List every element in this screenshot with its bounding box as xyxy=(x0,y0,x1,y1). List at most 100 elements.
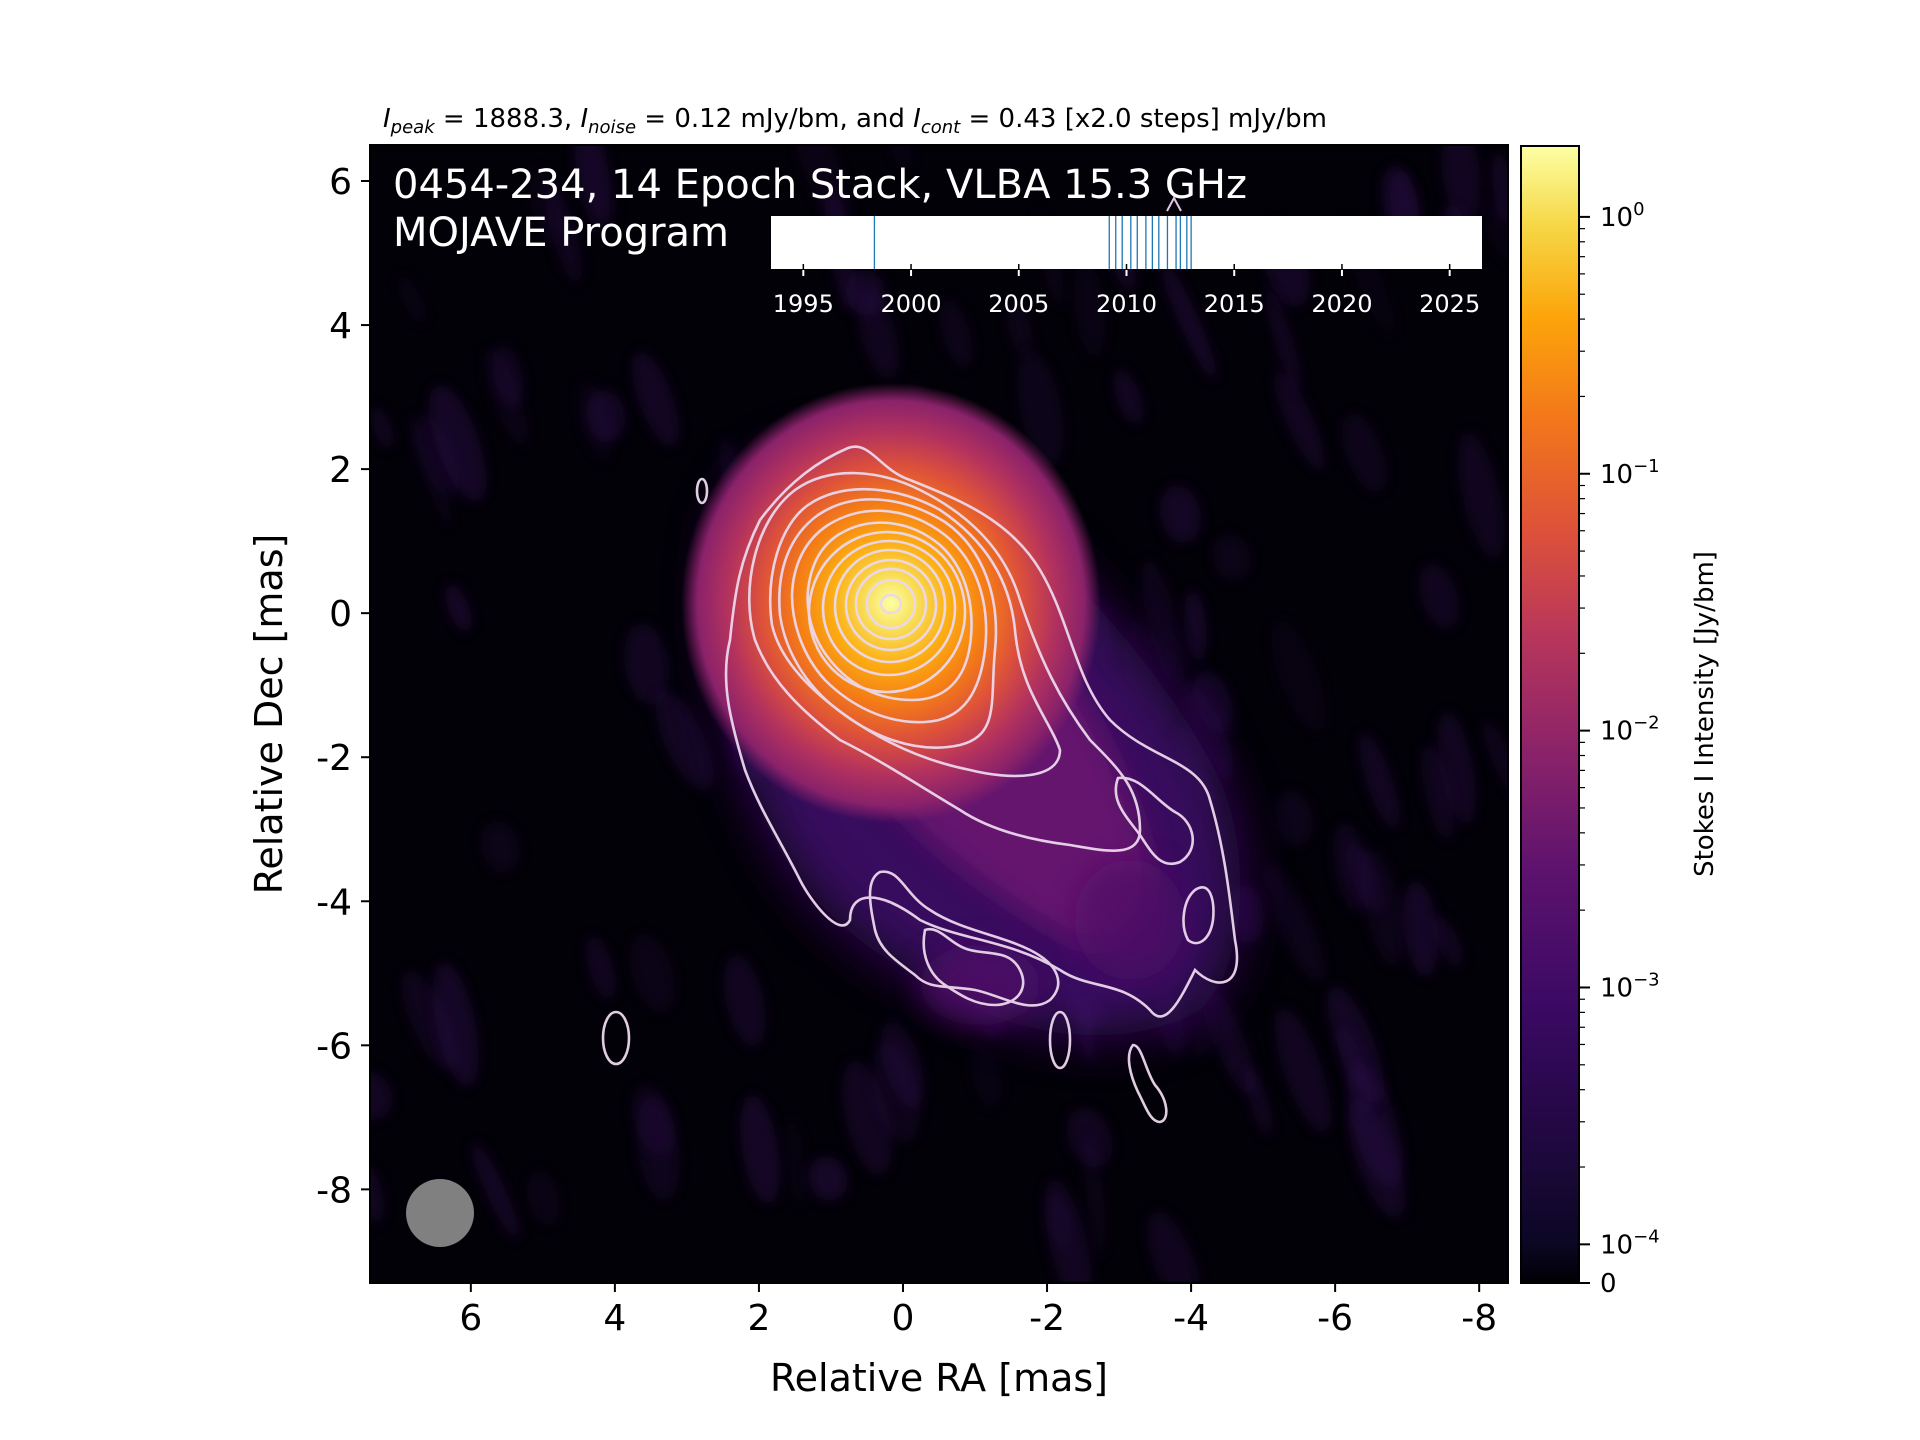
epoch-timeline: 1995 2000 2005 2010 2015 2020 2025 xyxy=(771,195,1482,318)
noise-blob xyxy=(529,167,563,244)
contour-island-knot-2 xyxy=(1182,886,1215,945)
image-frame xyxy=(369,144,1509,1284)
noise-blob xyxy=(624,623,670,705)
noise-blob xyxy=(888,145,912,172)
noise-blob xyxy=(794,145,850,229)
noise-blob xyxy=(1074,260,1105,358)
colorbar-tick-label: 10−2 xyxy=(1600,713,1660,747)
core-glow xyxy=(681,383,1101,823)
noise-blob xyxy=(484,348,528,446)
y-tick-label: -2 xyxy=(316,738,352,779)
noise-blob xyxy=(1265,287,1302,393)
colorbar-tick-label: 10−1 xyxy=(1600,456,1660,490)
contour-level-12 xyxy=(865,578,917,630)
noise-blob xyxy=(1419,564,1460,629)
contour-level-6 xyxy=(806,521,973,702)
noise-blob xyxy=(971,1045,1002,1108)
noise-blob xyxy=(1274,1008,1331,1133)
program-title: MOJAVE Program xyxy=(393,210,729,256)
noise-blob xyxy=(398,275,427,325)
colorbar-label: Stokes I Intensity [Jy/bm] xyxy=(1690,551,1720,877)
contours xyxy=(601,445,1239,1124)
noise-blob xyxy=(724,955,766,1047)
timeline-tick-label: 2000 xyxy=(881,290,942,318)
x-axis-label: Relative RA [mas] xyxy=(770,1356,1108,1400)
contour-level-11 xyxy=(854,567,928,641)
noise-blob xyxy=(655,691,714,791)
noise-blob xyxy=(1184,590,1207,662)
noise-blob xyxy=(1441,145,1481,223)
noise-blob xyxy=(1481,197,1508,264)
contour-level-9 xyxy=(833,548,947,664)
noise-blob xyxy=(1067,1107,1113,1168)
x-tick-label: -2 xyxy=(1029,1298,1065,1339)
noise-blob xyxy=(1275,790,1313,846)
noise-blob xyxy=(578,379,613,461)
noise-blob xyxy=(429,385,487,502)
noise-blob xyxy=(1179,681,1233,780)
contour-island-knot-3 xyxy=(868,870,1060,1007)
noise-blob xyxy=(407,414,453,528)
colorbar-tick-label: 10−4 xyxy=(1600,1226,1660,1260)
x-tick-label: 2 xyxy=(747,1298,770,1339)
x-tick-label: -6 xyxy=(1317,1298,1353,1339)
colorbar-tick-label: 0 xyxy=(1600,1269,1617,1299)
colorbar-tick-label: 100 xyxy=(1600,199,1645,233)
noise-blob xyxy=(1361,847,1404,966)
noise-blob xyxy=(445,583,472,633)
y-tick-label: 2 xyxy=(329,450,352,491)
noise-blob xyxy=(1433,916,1463,967)
colorbar-frame xyxy=(1520,145,1580,1284)
latest-epoch-caret xyxy=(1166,195,1182,212)
noise-blob xyxy=(629,934,676,1012)
noise-blob xyxy=(637,1096,680,1201)
x-tick-label: 6 xyxy=(459,1298,482,1339)
x-tick-label: 4 xyxy=(603,1298,626,1339)
noise-blob xyxy=(1141,559,1185,689)
timeline-tick-label: 2020 xyxy=(1311,290,1372,318)
noise-blob xyxy=(1271,620,1326,733)
noise-blob xyxy=(370,406,394,449)
contour-island-knot-6 xyxy=(1127,1043,1168,1124)
noise-blob xyxy=(632,351,679,447)
source-title: 0454-234, 14 Epoch Stack, VLBA 15.3 GHz xyxy=(393,162,1247,208)
x-ticks: 6 4 2 0 -2 -4 -6 -8 xyxy=(459,1283,1497,1339)
y-ticks: 6 4 2 0 -2 -4 -6 -8 xyxy=(316,162,370,1211)
timeline-tick-label: 2025 xyxy=(1419,290,1480,318)
noise-blob xyxy=(414,413,459,499)
contour-level-2 xyxy=(748,471,1142,852)
noise-blob xyxy=(370,1072,393,1120)
timeline-tick-label: 2010 xyxy=(1096,290,1157,318)
colorbar-tick-label: 10−3 xyxy=(1600,969,1660,1003)
noise-blob xyxy=(1245,1066,1273,1136)
noise-blob xyxy=(1402,880,1439,977)
contour-level-10 xyxy=(844,558,938,652)
noise-blob xyxy=(1359,733,1400,829)
contour-level-7 xyxy=(807,530,967,694)
epoch-marks xyxy=(873,216,1192,269)
noise-blob xyxy=(1483,721,1508,801)
intensity-summary: Ipeak = 1888.3, Inoise = 0.12 mJy/bm, an… xyxy=(383,104,1327,138)
noise-blob xyxy=(846,270,886,316)
y-tick-label: 0 xyxy=(329,594,352,635)
noise-blob xyxy=(1421,743,1454,840)
timeline-tick-label: 2015 xyxy=(1204,290,1265,318)
contour-island-knot-5 xyxy=(1048,1010,1072,1070)
noise-blob xyxy=(1200,981,1256,1095)
beam-ellipse xyxy=(406,1179,474,1247)
noise-blob xyxy=(939,299,973,367)
knot-south xyxy=(920,945,1040,1025)
contour-level-5 xyxy=(790,509,988,724)
knot-east xyxy=(1075,860,1185,980)
y-tick-label: -8 xyxy=(316,1170,352,1211)
colorbar-ticks: 100 10−1 10−2 10−3 10−4 0 xyxy=(1579,199,1660,1299)
noise-blob xyxy=(1147,1211,1200,1283)
noise-blob xyxy=(1342,413,1387,493)
noise-blob xyxy=(481,821,520,873)
noise-blob xyxy=(471,1142,520,1240)
noise-blob xyxy=(1161,261,1217,381)
noise-blob xyxy=(1337,1025,1373,1116)
contour-level-1 xyxy=(724,445,1239,1018)
noise-blob xyxy=(808,1156,848,1201)
